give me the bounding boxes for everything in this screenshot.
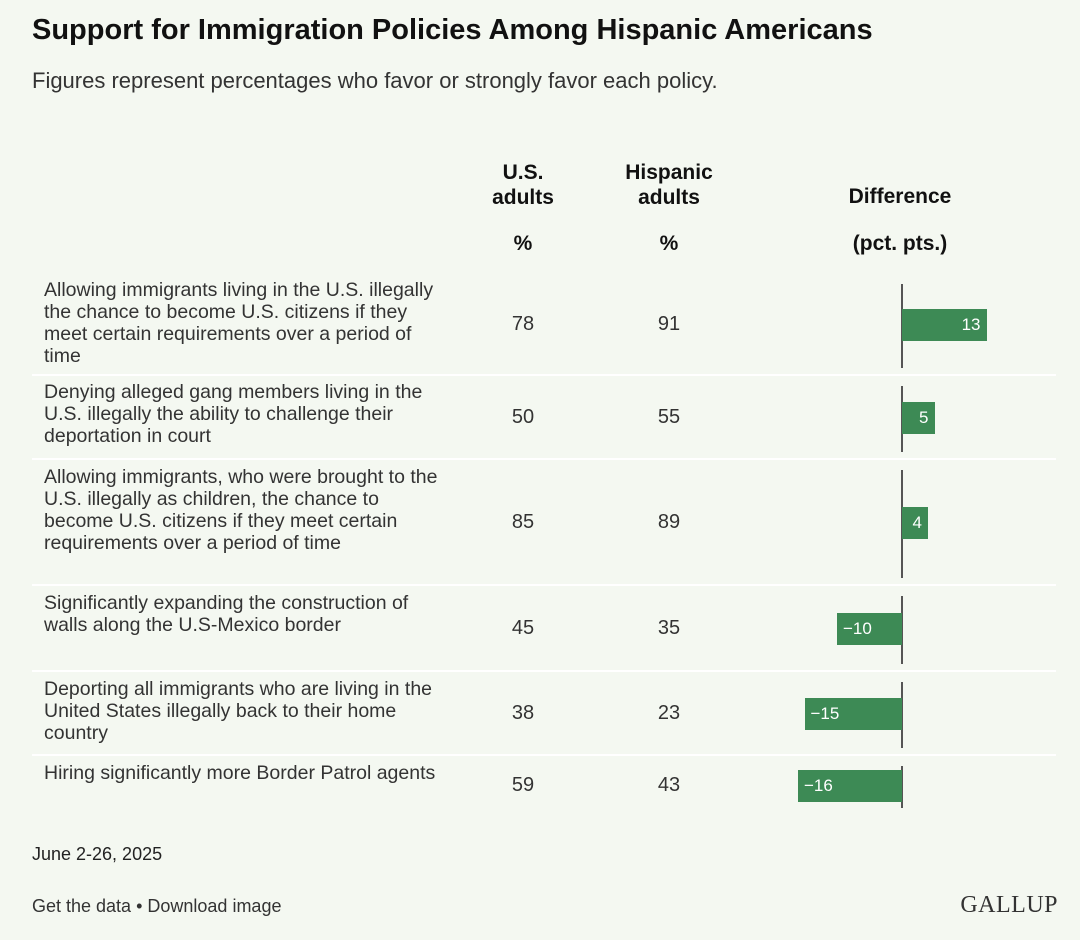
hispanic-adults-value: 23: [657, 702, 681, 724]
hispanic-adults-value: 43: [657, 774, 681, 796]
us-adults-value: 50: [511, 406, 535, 428]
column-header-hispanic-adults: Hispanic adults: [625, 161, 713, 209]
policy-label: Hiring significantly more Border Patrol …: [44, 762, 436, 784]
gallup-logo: GALLUP: [960, 892, 1058, 918]
row-divider: [32, 584, 1056, 586]
difference-bar: 5: [902, 402, 935, 434]
us-adults-value: 59: [511, 774, 535, 796]
us-adults-value: 45: [511, 617, 535, 639]
difference-bar: 13: [902, 309, 987, 341]
unit-hispanic-adults: %: [659, 232, 679, 255]
get-data-link[interactable]: Get the data: [32, 896, 132, 916]
row-divider: [32, 458, 1056, 460]
hispanic-adults-value: 35: [657, 617, 681, 639]
unit-difference: (pct. pts.): [852, 232, 948, 255]
hispanic-adults-value: 91: [657, 313, 681, 335]
unit-us-adults: %: [513, 232, 533, 255]
difference-bar: 4: [902, 507, 928, 539]
download-image-link[interactable]: Download image: [147, 896, 282, 916]
chart-title: Support for Immigration Policies Among H…: [32, 14, 873, 46]
row-divider: [32, 754, 1056, 756]
difference-bar: −16: [798, 770, 902, 802]
policy-label: Significantly expanding the construction…: [44, 592, 409, 636]
zero-axis-line: [901, 596, 903, 664]
us-adults-value: 85: [511, 511, 535, 533]
policy-label: Allowing immigrants, who were brought to…: [44, 466, 438, 554]
table-row: Significantly expanding the construction…: [32, 586, 1056, 672]
policy-label: Allowing immigrants living in the U.S. i…: [44, 279, 434, 367]
difference-label: 5: [919, 408, 929, 427]
row-divider: [32, 670, 1056, 672]
us-adults-value: 38: [511, 702, 535, 724]
difference-label: −15: [810, 704, 840, 723]
column-header-us-adults: U.S. adults: [492, 161, 554, 209]
table-row: Deporting all immigrants who are living …: [32, 672, 1056, 756]
difference-bar: −15: [804, 698, 902, 730]
survey-date: June 2-26, 2025: [32, 844, 163, 864]
us-adults-value: 78: [511, 313, 535, 335]
zero-axis-line: [901, 766, 903, 808]
footer-links: Get the data • Download image: [32, 896, 281, 917]
difference-label: 13: [961, 315, 981, 334]
difference-label: 4: [912, 513, 922, 532]
difference-label: −10: [843, 619, 872, 638]
table-row: Denying alleged gang members living in t…: [32, 376, 1056, 460]
row-divider: [32, 374, 1056, 376]
policy-label: Denying alleged gang members living in t…: [44, 381, 423, 447]
column-header-difference: Difference: [848, 185, 952, 208]
zero-axis-line: [901, 682, 903, 748]
chart-subtitle: Figures represent percentages who favor …: [32, 68, 718, 93]
hispanic-adults-value: 89: [657, 511, 681, 533]
hispanic-adults-value: 55: [657, 406, 681, 428]
policy-label: Deporting all immigrants who are living …: [44, 678, 433, 744]
difference-bar: −10: [837, 613, 902, 645]
table-row: Allowing immigrants living in the U.S. i…: [32, 274, 1056, 376]
footer-separator: •: [136, 896, 143, 916]
difference-label: −16: [804, 776, 833, 795]
table-row: Hiring significantly more Border Patrol …: [32, 756, 1056, 816]
table-row: Allowing immigrants, who were brought to…: [32, 460, 1056, 586]
